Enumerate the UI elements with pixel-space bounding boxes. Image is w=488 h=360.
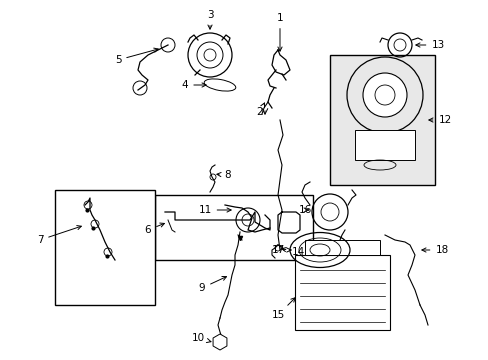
Bar [305, 240, 379, 255]
Bar [55, 190, 155, 305]
Text: 9: 9 [198, 276, 226, 293]
Text: 3: 3 [206, 10, 213, 29]
Text: 11: 11 [198, 205, 231, 215]
Text: 2: 2 [256, 103, 264, 117]
Text: 7: 7 [37, 226, 81, 245]
Text: 4: 4 [182, 80, 206, 90]
Text: 16: 16 [298, 205, 311, 215]
Circle shape [346, 57, 422, 133]
Circle shape [187, 33, 231, 77]
Text: 6: 6 [144, 223, 164, 235]
Bar [354, 130, 414, 160]
Ellipse shape [204, 79, 235, 91]
Bar [294, 255, 389, 330]
Text: 5: 5 [115, 48, 158, 65]
Text: 18: 18 [421, 245, 447, 255]
Text: 15: 15 [271, 298, 295, 320]
Text: 14: 14 [281, 247, 304, 257]
Text: 12: 12 [428, 115, 451, 125]
Bar [155, 195, 312, 260]
Text: 8: 8 [216, 170, 231, 180]
Text: 1: 1 [276, 13, 283, 51]
Text: 13: 13 [415, 40, 444, 50]
Circle shape [362, 73, 406, 117]
Text: 10: 10 [191, 333, 210, 343]
Bar [329, 55, 434, 185]
Text: 17: 17 [271, 245, 290, 255]
